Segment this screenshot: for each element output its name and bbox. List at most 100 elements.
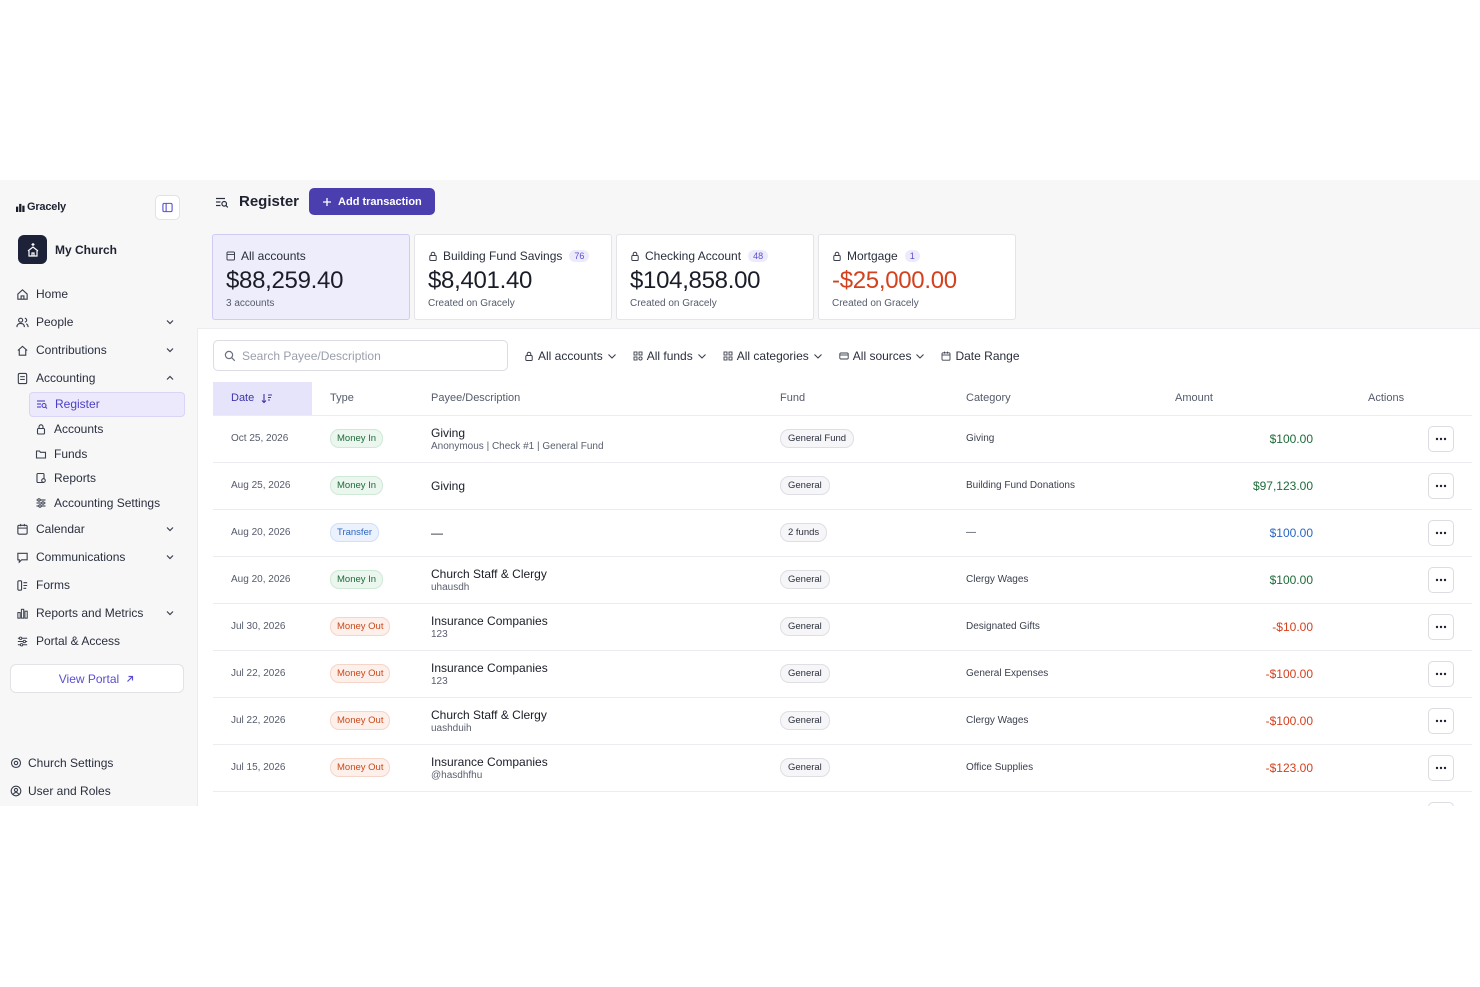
forms-icon — [16, 579, 29, 592]
payee-cell: Church Staff & Clergy uhausdh — [413, 556, 762, 604]
fund-badge: General — [780, 617, 830, 636]
nav-item-home[interactable]: Home — [10, 280, 185, 308]
row-actions-button[interactable] — [1428, 519, 1454, 546]
plus-icon — [323, 197, 332, 206]
nav-item-portal-access[interactable]: Portal & Access — [10, 627, 185, 655]
column-header-date[interactable]: Date — [213, 382, 312, 416]
category-cell: Building Fund Donations — [948, 462, 1157, 510]
table-row[interactable]: Aug 20, 2026 Money In Church Staff & Clerg… — [213, 556, 1472, 604]
bar-chart-icon — [16, 607, 29, 620]
payee-description: uhausdh — [431, 581, 470, 593]
row-actions-button[interactable] — [1428, 566, 1454, 593]
more-horizontal-icon — [1435, 578, 1447, 581]
transaction-count-badge: 48 — [748, 250, 769, 262]
register-icon — [36, 398, 48, 410]
categories-filter[interactable]: All categories — [723, 349, 823, 363]
sidebar-item-register[interactable]: Register — [29, 392, 185, 417]
column-header-label: Actions — [1368, 392, 1405, 405]
row-actions-button[interactable] — [1428, 754, 1454, 781]
nav-item-people[interactable]: People — [10, 308, 185, 336]
payee-description: 123 — [431, 675, 448, 687]
view-portal-button[interactable]: View Portal — [10, 664, 184, 693]
funds-filter[interactable]: All funds — [633, 349, 707, 363]
more-horizontal-icon — [1435, 766, 1447, 769]
row-actions-button[interactable] — [1428, 425, 1454, 452]
nav-item-contributions[interactable]: Contributions — [10, 336, 185, 364]
column-header-label: Payee/Description — [431, 392, 521, 405]
table-row[interactable]: Aug 25, 2026 Money In Giving General Buildin… — [213, 462, 1472, 510]
date-cell: Aug 20, 2026 — [213, 556, 312, 604]
nav-item-reports-and-metrics[interactable]: Reports and Metrics — [10, 599, 185, 627]
home-icon — [16, 288, 29, 301]
table-row[interactable]: Jul 30, 2026 Money Out Insurance Companies… — [213, 603, 1472, 651]
add-transaction-button[interactable]: Add transaction — [309, 188, 435, 215]
account-name: Checking Account — [645, 249, 742, 263]
category-cell: Office Supplies — [948, 744, 1157, 792]
view-portal-label: View Portal — [58, 671, 120, 686]
date-range-filter[interactable]: Date Range — [941, 349, 1020, 363]
table-row[interactable]: Jul 22, 2026 Money Out Church Staff & Cler… — [213, 697, 1472, 745]
lock-icon — [832, 251, 842, 261]
category-cell: Giving — [948, 415, 1157, 463]
row-actions-button[interactable] — [1428, 613, 1454, 640]
sidebar-item-reports[interactable]: Reports — [29, 466, 185, 491]
column-header-amount[interactable]: Amount — [1157, 382, 1350, 416]
row-actions-button[interactable] — [1428, 472, 1454, 499]
account-card[interactable]: Building Fund Savings 76 $8,401.40 Created … — [414, 234, 612, 320]
category-cell: General Expenses — [948, 650, 1157, 698]
church-switcher[interactable]: My Church — [18, 235, 117, 264]
account-card[interactable]: All accounts $88,259.40 3 accounts — [212, 234, 410, 320]
row-actions-button[interactable] — [1428, 707, 1454, 734]
nav-item-user-and-roles[interactable]: User and Roles — [10, 777, 185, 805]
column-header-category[interactable]: Category — [948, 382, 1157, 416]
column-header-type[interactable]: Type — [312, 382, 413, 416]
sidebar-item-accounting-settings[interactable]: Accounting Settings — [29, 491, 185, 516]
column-header-fund[interactable]: Fund — [762, 382, 948, 416]
row-actions-button[interactable] — [1428, 660, 1454, 687]
nav-label: People — [36, 315, 74, 329]
fund-badge: General Fund — [780, 429, 855, 448]
collapse-sidebar-button[interactable] — [155, 195, 180, 220]
nav-item-communications[interactable]: Communications — [10, 543, 185, 571]
sidebar-item-funds[interactable]: Funds — [29, 441, 185, 466]
chevron-down-icon — [166, 348, 174, 353]
account-balance: $88,259.40 — [226, 267, 344, 294]
wallet-icon — [226, 251, 236, 261]
nav-item-forms[interactable]: Forms — [10, 571, 185, 599]
actions-cell — [1350, 415, 1472, 463]
sidebar-item-accounts[interactable]: Accounts — [29, 417, 185, 442]
categories-filter-label: All categories — [736, 348, 809, 363]
table-row[interactable]: Jul 15, 2026 Money Out Insurance Companies… — [213, 744, 1472, 792]
accounts-filter[interactable]: All accounts — [524, 349, 617, 363]
row-actions-button[interactable] — [1428, 801, 1454, 806]
column-header-label: Amount — [1175, 392, 1213, 405]
gracely-logo[interactable]: Gracely — [16, 201, 66, 213]
payee-name: Giving — [431, 425, 466, 440]
chevron-up-icon — [166, 375, 174, 380]
table-row[interactable]: Jul 22, 2026 Money Out Insurance Companies… — [213, 650, 1472, 698]
table-row[interactable]: Hope Catering Co — [213, 791, 1472, 806]
table-row[interactable]: Aug 20, 2026 Transfer —2 funds — $100.00 — [213, 509, 1472, 557]
account-card[interactable]: Checking Account 48 $104,858.00 Created on … — [616, 234, 814, 320]
sidebar-item-label: Funds — [54, 446, 88, 461]
nav-item-church-settings[interactable]: Church Settings — [10, 749, 185, 777]
payee-description: 123 — [431, 628, 448, 640]
payee-name: Church Staff & Clergy — [431, 707, 547, 722]
main-nav: Home People Contributions Accounting — [10, 280, 185, 655]
column-header-payee[interactable]: Payee/Description — [413, 382, 762, 416]
table-row[interactable]: Oct 25, 2026 Money In Giving Anonymous | Ch… — [213, 415, 1472, 463]
more-horizontal-icon — [1435, 484, 1447, 487]
search-input[interactable] — [242, 348, 492, 363]
amount-cell: -$123.00 — [1157, 744, 1350, 792]
search-box[interactable] — [213, 340, 508, 371]
nav-item-accounting[interactable]: Accounting — [10, 364, 185, 392]
account-name: Mortgage — [847, 249, 898, 263]
actions-cell — [1350, 650, 1472, 698]
calendar-icon — [941, 351, 951, 361]
nav-item-calendar[interactable]: Calendar — [10, 515, 185, 543]
main-content: Register Add transaction All accounts $88… — [197, 180, 1480, 806]
sidebar-toggle-icon — [162, 202, 173, 213]
account-card[interactable]: Mortgage 1 -$25,000.00 Created on Gracely — [818, 234, 1016, 320]
sources-filter[interactable]: All sources — [839, 349, 926, 363]
reports-icon — [35, 472, 47, 484]
